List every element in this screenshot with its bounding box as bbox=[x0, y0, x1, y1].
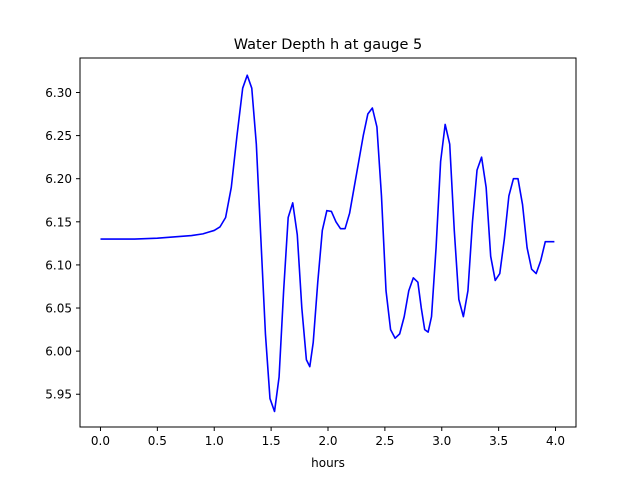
x-axis-label: hours bbox=[311, 456, 345, 470]
x-tick-label: 1.0 bbox=[205, 434, 224, 448]
y-tick-label: 5.95 bbox=[45, 388, 72, 402]
x-tick-label: 1.5 bbox=[262, 434, 281, 448]
chart-title: Water Depth h at gauge 5 bbox=[234, 37, 422, 53]
x-tick-label: 3.5 bbox=[489, 434, 508, 448]
y-tick-label: 6.25 bbox=[45, 129, 72, 143]
y-tick-label: 6.05 bbox=[45, 302, 72, 316]
x-tick-label: 0.5 bbox=[148, 434, 167, 448]
x-tick-label: 2.5 bbox=[375, 434, 394, 448]
x-tick-label: 4.0 bbox=[546, 434, 565, 448]
x-tick-label: 0.0 bbox=[91, 434, 110, 448]
plot-area: 0.0 0.5 1.0 1.5 2.0 2.5 3.0 3.5 4.0 5.95 6.00 6.05 6… bbox=[45, 57, 577, 448]
series-line-0 bbox=[100, 74, 555, 413]
y-tick-label: 6.30 bbox=[45, 86, 72, 100]
y-tick-label: 6.00 bbox=[45, 345, 72, 359]
x-tick-label: 2.0 bbox=[318, 434, 337, 448]
y-tick-label: 6.20 bbox=[45, 172, 72, 186]
y-tick-label: 6.15 bbox=[45, 215, 72, 229]
x-tick-label: 3.0 bbox=[432, 434, 451, 448]
y-tick-label: 6.10 bbox=[45, 258, 72, 272]
